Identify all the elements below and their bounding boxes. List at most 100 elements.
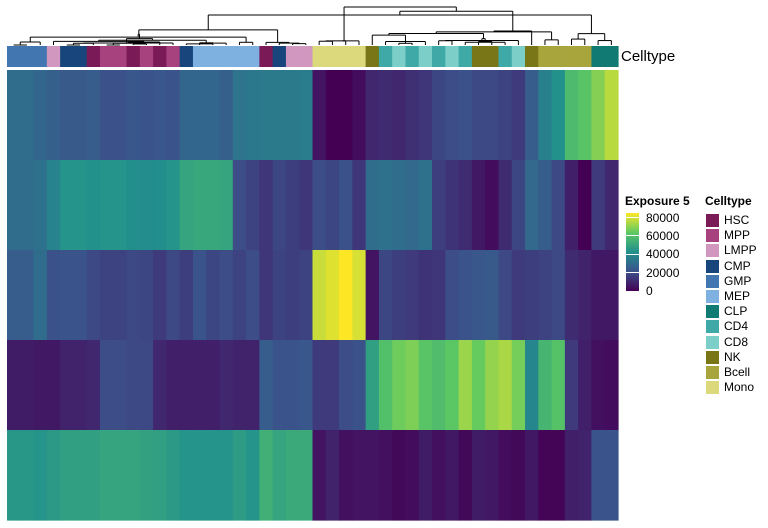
heatmap-cell: [418, 430, 433, 521]
heatmap-cell: [551, 430, 566, 521]
heatmap-cell: [73, 430, 88, 521]
heatmap-cell: [339, 340, 353, 431]
heatmap-cell: [525, 160, 539, 251]
heatmap-cell: [20, 340, 35, 431]
heatmap-cell: [139, 340, 154, 431]
annotation-cell-hsc: [86, 46, 101, 67]
heatmap-cell: [299, 340, 314, 431]
heatmap-cell: [551, 160, 566, 251]
gradient-tick: [626, 217, 639, 219]
heatmap-cell: [485, 250, 500, 341]
heatmap-cell: [365, 340, 380, 431]
heatmap-cell: [179, 160, 194, 251]
heatmap-cell: [246, 340, 260, 431]
annotation-cell-cmp: [179, 46, 194, 67]
heatmap-cell: [126, 160, 141, 251]
heatmap-cell: [325, 250, 340, 341]
heatmap-cell: [378, 160, 393, 251]
gradient-tick: [626, 290, 639, 292]
heatmap-cell: [511, 340, 526, 431]
heatmap-cell: [538, 160, 553, 251]
legend-label: CD8: [724, 334, 749, 349]
heatmap-cell: [525, 250, 539, 341]
heatmap-cell: [179, 70, 194, 161]
heatmap-cell: [551, 250, 566, 341]
heatmap-cell: [60, 430, 75, 521]
annotation-cell-bcell: [538, 46, 553, 67]
legend-label: Mono: [724, 380, 755, 395]
annotation-track-label: Celltype: [621, 48, 676, 65]
heatmap-cell: [259, 250, 274, 341]
heatmap-cell: [192, 340, 207, 431]
legend-swatch: [706, 350, 719, 364]
legend-label: LMPP: [724, 243, 757, 258]
heatmap-cell: [432, 70, 446, 161]
heatmap-cell: [365, 430, 380, 521]
heatmap-cell: [405, 430, 420, 521]
heatmap-cell: [272, 250, 287, 341]
heatmap-cell: [232, 430, 247, 521]
heatmap-cell: [418, 70, 433, 161]
heatmap-cell: [312, 430, 327, 521]
heatmap-cell: [113, 160, 128, 251]
heatmap-cell: [432, 430, 446, 521]
heatmap-cell: [392, 250, 407, 341]
legend-swatch: [706, 290, 719, 303]
heatmap-cell: [33, 430, 48, 521]
gradient-tick-label: 80000: [646, 210, 680, 225]
heatmap-cell: [604, 430, 619, 521]
heatmap-cell: [246, 70, 260, 161]
heatmap-cell: [378, 430, 393, 521]
heatmap-cell: [564, 160, 579, 251]
heatmap-cell: [392, 340, 407, 431]
heatmap-cell: [285, 250, 300, 341]
heatmap-cell: [60, 160, 75, 251]
heatmap-cell: [325, 70, 340, 161]
heatmap-cell: [578, 340, 593, 431]
heatmap-cell: [7, 70, 21, 161]
heatmap-cell: [551, 70, 566, 161]
legend-label: CLP: [724, 304, 748, 319]
heatmap-cell: [405, 160, 420, 251]
heatmap-cell: [604, 340, 619, 431]
annotation-cell-nk: [365, 46, 380, 67]
heatmap-cell: [378, 70, 393, 161]
heatmap-cell: [99, 340, 114, 431]
heatmap-cell: [352, 70, 367, 161]
heatmap-cell: [392, 70, 407, 161]
heatmap-cell: [99, 160, 114, 251]
heatmap-cell: [485, 430, 500, 521]
heatmap-cell: [272, 340, 287, 431]
heatmap-cell: [578, 70, 593, 161]
heatmap-cell: [485, 340, 500, 431]
heatmap-cell: [232, 250, 247, 341]
heatmap-cell: [392, 430, 407, 521]
heatmap-cell: [299, 430, 314, 521]
heatmap-cell: [232, 160, 247, 251]
heatmap-cell: [206, 160, 221, 251]
heatmap-cell: [511, 160, 526, 251]
heatmap-cell: [498, 430, 513, 521]
heatmap-cell: [272, 160, 287, 251]
heatmap-cell: [73, 160, 88, 251]
annotation-cell-bcell: [578, 46, 593, 67]
heatmap-cell: [365, 250, 380, 341]
gradient-tick: [626, 272, 639, 274]
heatmap-cell: [192, 160, 207, 251]
heatmap-cell: [285, 70, 300, 161]
legend-item-mep: MEP: [705, 289, 767, 305]
gradient-tick: [626, 235, 639, 237]
heatmap-cell: [20, 160, 35, 251]
annotation-cell-lmpp: [299, 46, 314, 67]
heatmap-cell: [339, 70, 353, 161]
heatmap-cell: [33, 250, 48, 341]
heatmap-cell: [352, 340, 367, 431]
heatmap-cell: [46, 70, 61, 161]
heatmap-cell: [578, 160, 593, 251]
heatmap-cell: [7, 340, 21, 431]
heatmap-cell: [113, 430, 128, 521]
heatmap-cell: [259, 160, 274, 251]
heatmap-cell: [471, 430, 486, 521]
annotation-cell-hsc: [153, 46, 167, 67]
